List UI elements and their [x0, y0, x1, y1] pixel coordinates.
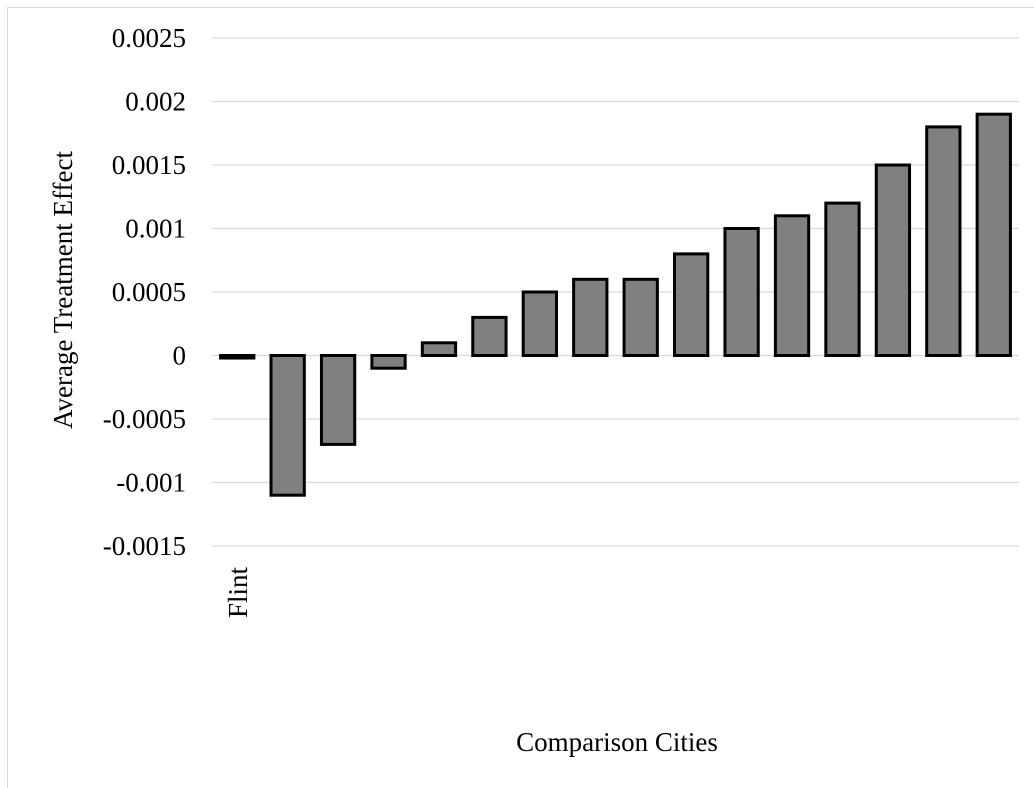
y-tick-label: 0.0015: [112, 150, 186, 180]
bar: [874, 163, 912, 357]
y-tick-label: -0.0005: [103, 404, 186, 434]
chart-frame: [7, 7, 1034, 788]
bar: [773, 214, 811, 357]
y-tick-label: -0.0015: [103, 531, 186, 561]
bar: [219, 354, 256, 360]
y-axis-title: Average Treatment Effect: [48, 151, 78, 429]
bar: [673, 252, 710, 357]
x-axis-title: Comparison Cities: [516, 727, 718, 757]
bar: [521, 290, 558, 357]
bar: [824, 201, 861, 357]
y-axis-tick-labels: -0.0015 -0.001 -0.0005 0 0.0005 0.001 0.0015 0.…: [103, 23, 186, 561]
y-tick-label: 0.001: [125, 214, 186, 244]
bar: [723, 227, 760, 357]
y-tick-label: 0.0025: [112, 23, 186, 53]
y-tick-label: 0.0005: [112, 277, 186, 307]
bars: [219, 112, 1012, 497]
bar: [622, 277, 659, 357]
bar: [420, 341, 458, 357]
bar: [319, 354, 357, 446]
x-axis-tick-labels: Flint: [223, 567, 253, 619]
bar: [370, 354, 407, 370]
y-tick-label: 0: [173, 341, 187, 371]
x-tick-label: Flint: [223, 567, 253, 619]
bar: [925, 125, 962, 358]
bar: [471, 315, 508, 357]
bar: [269, 354, 306, 497]
y-tick-label: 0.002: [125, 87, 186, 117]
bar: [975, 112, 1012, 357]
bar: [572, 277, 609, 357]
y-tick-label: -0.001: [116, 468, 186, 498]
